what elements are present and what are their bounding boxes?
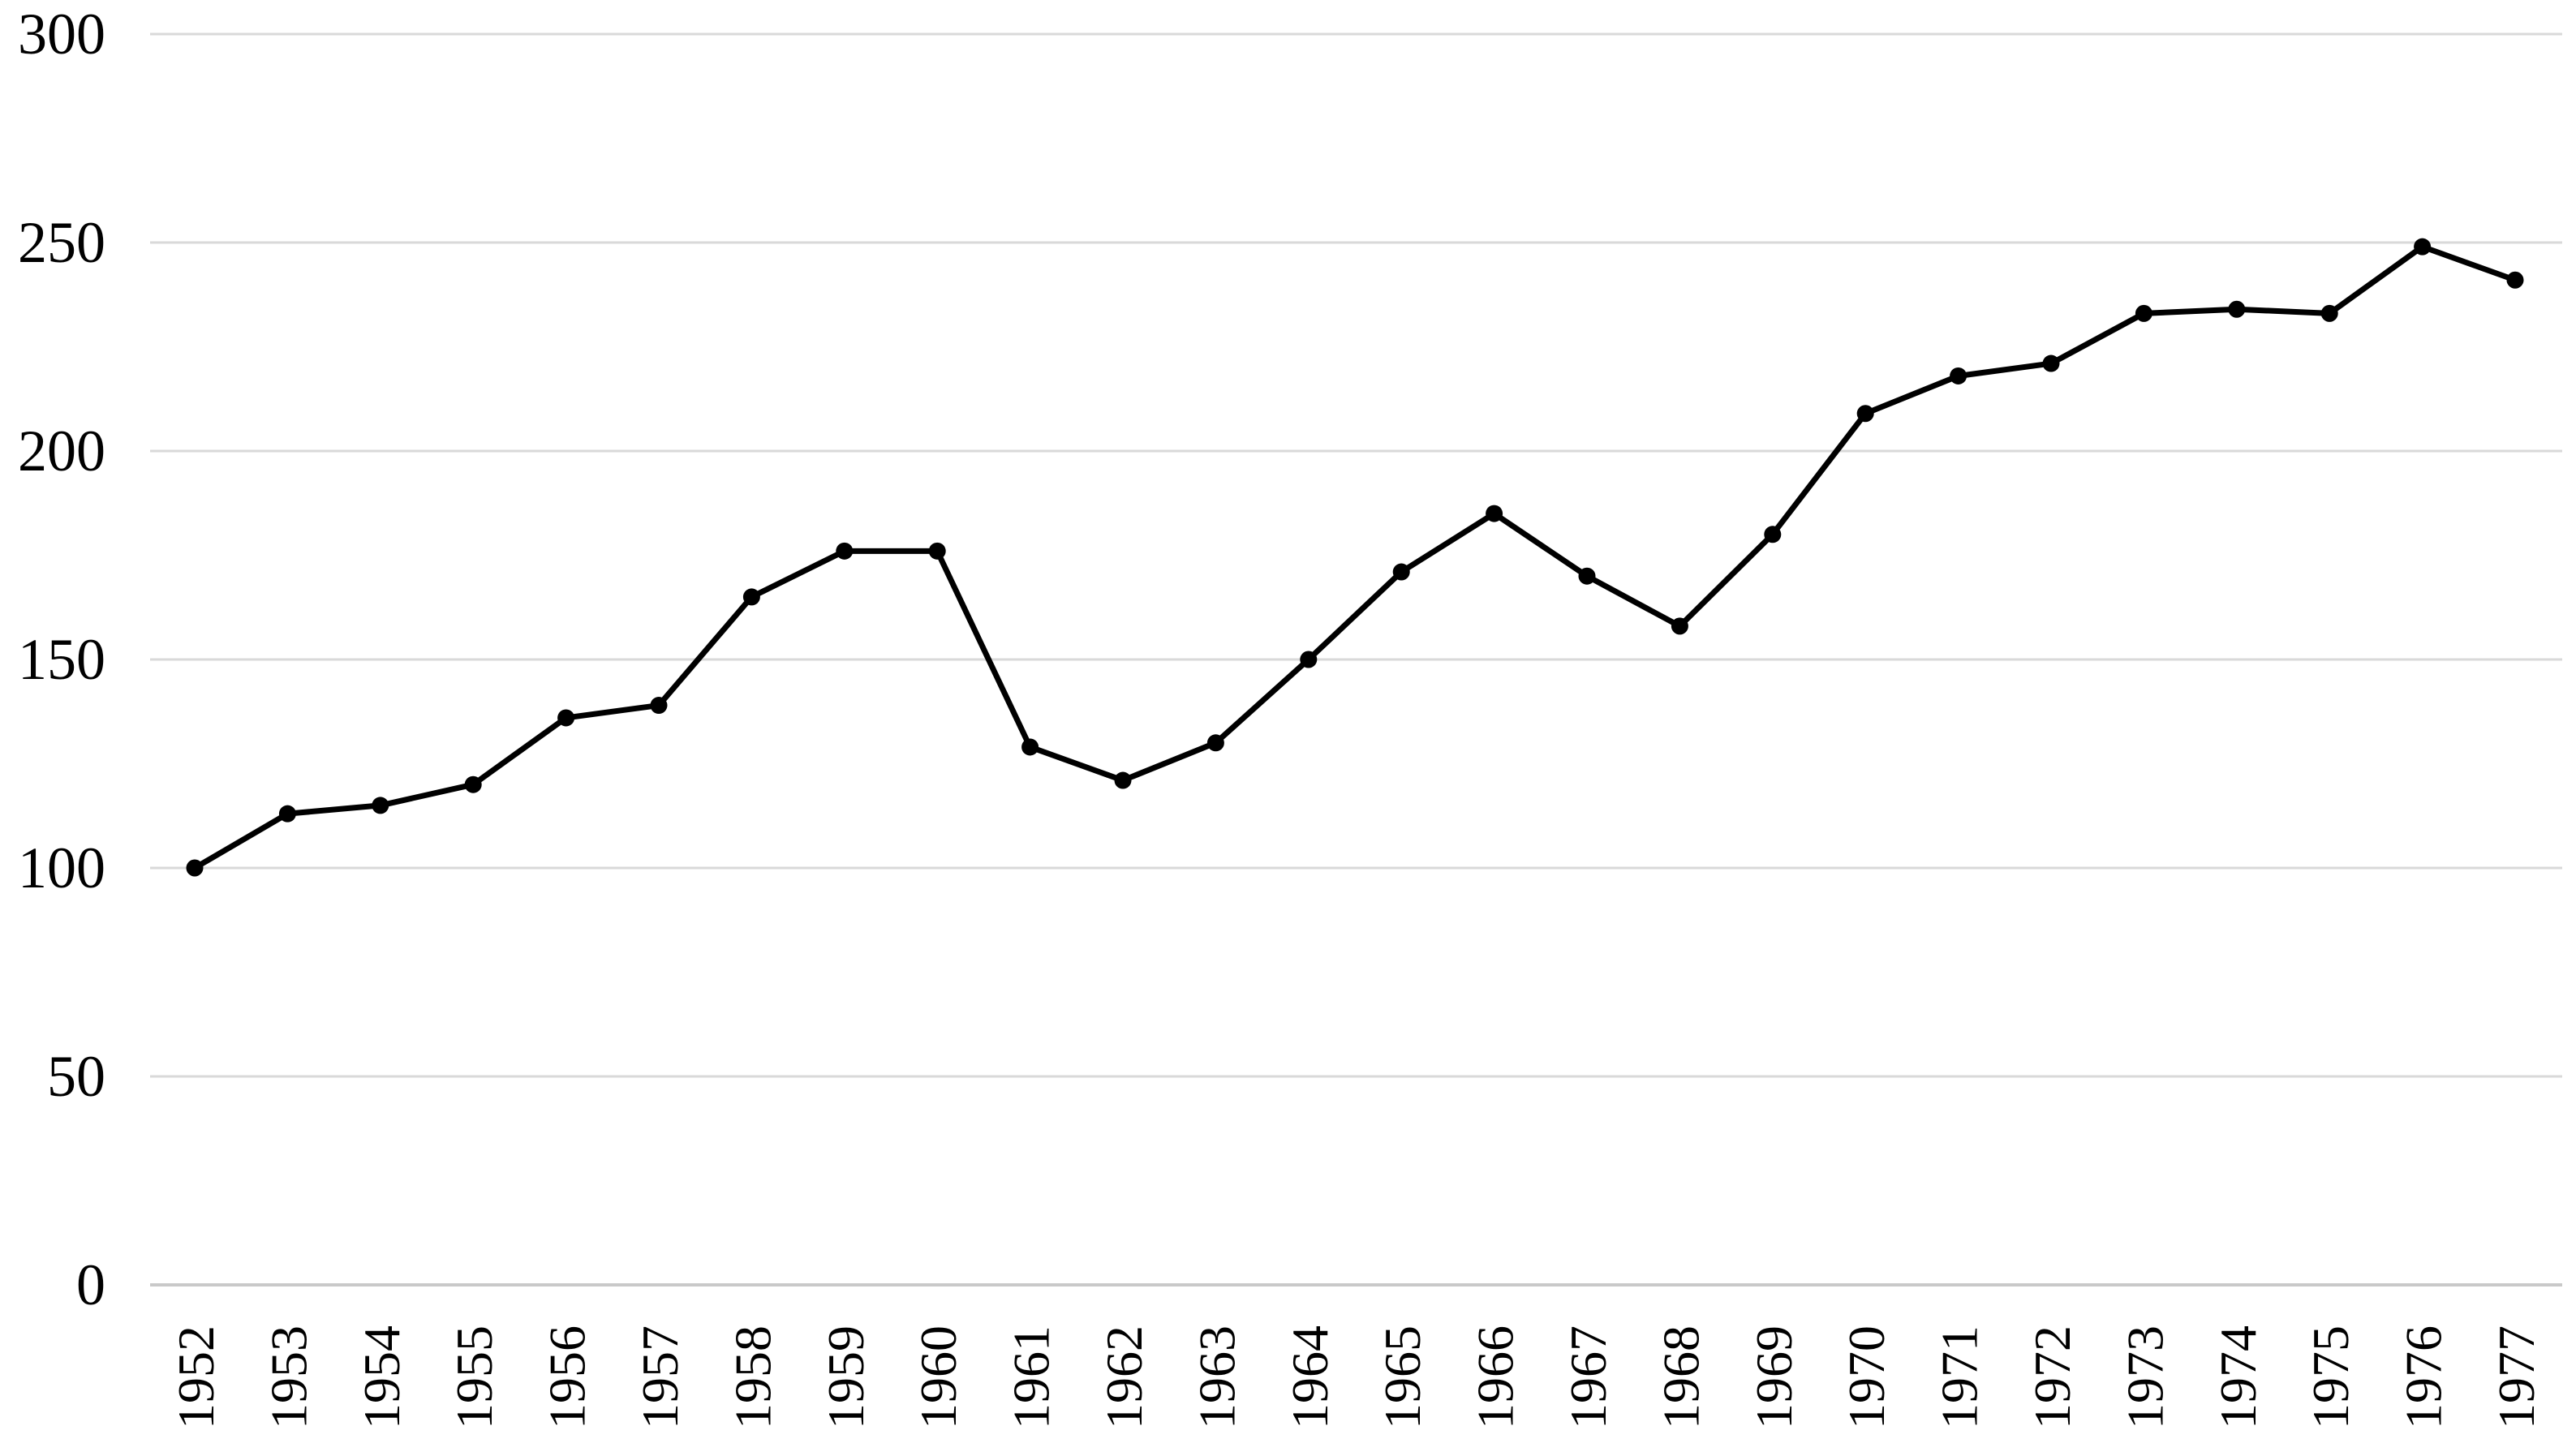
x-tick-label-1965: 1965	[1374, 1325, 1431, 1429]
y-tick-label-150: 150	[18, 627, 105, 692]
y-tick-label-250: 250	[18, 210, 105, 275]
data-point-1960	[928, 542, 946, 560]
data-series-line	[191, 243, 2518, 871]
x-tick-label-1952: 1952	[167, 1325, 225, 1429]
data-point-1966	[1486, 505, 1503, 522]
x-axis-labels-group: 1952 1953 1954 1955 1956 1957 1958 1959 1960 1961…	[167, 1325, 2545, 1429]
gridlines-group	[150, 32, 2562, 1287]
x-tick-label-1962: 1962	[1095, 1325, 1153, 1429]
x-tick-label-1953: 1953	[260, 1325, 317, 1429]
data-point-1957	[650, 697, 668, 715]
x-tick-label-1959: 1959	[817, 1325, 875, 1429]
data-point-1956	[557, 709, 575, 727]
x-tick-label-1972: 1972	[2023, 1325, 2081, 1429]
data-point-1971	[1950, 367, 1967, 384]
x-tick-label-1958: 1958	[724, 1325, 781, 1429]
data-point-1961	[1021, 738, 1039, 756]
data-point-1958	[742, 588, 760, 606]
data-point-1965	[1392, 563, 1410, 581]
data-point-1972	[2042, 354, 2060, 372]
y-tick-label-50: 50	[47, 1044, 105, 1109]
data-point-1959	[836, 542, 854, 560]
x-tick-label-1955: 1955	[445, 1325, 503, 1429]
y-axis-labels-group: 0 50 100 150 200 250 300	[18, 2, 105, 1317]
data-point-1964	[1300, 651, 1318, 668]
x-tick-label-1973: 1973	[2116, 1325, 2174, 1429]
x-tick-label-1957: 1957	[631, 1325, 689, 1429]
x-tick-label-1960: 1960	[910, 1325, 967, 1429]
x-tick-label-1971: 1971	[1931, 1325, 1989, 1429]
data-point-1968	[1671, 617, 1688, 635]
data-point-1963	[1206, 734, 1224, 752]
data-point-1953	[278, 805, 296, 823]
data-series-group	[186, 238, 2524, 877]
data-point-1955	[464, 775, 482, 793]
data-point-1975	[2320, 304, 2338, 322]
data-point-1973	[2135, 304, 2152, 322]
x-tick-label-1969: 1969	[1745, 1325, 1803, 1429]
x-tick-label-1966: 1966	[1467, 1325, 1525, 1429]
data-point-1954	[372, 797, 389, 814]
data-point-1962	[1114, 771, 1132, 789]
x-tick-label-1968: 1968	[1652, 1325, 1709, 1429]
y-tick-label-200: 200	[18, 419, 105, 483]
data-point-1976	[2414, 238, 2432, 256]
data-point-1967	[1578, 567, 1596, 585]
y-tick-label-0: 0	[76, 1252, 105, 1317]
x-tick-label-1974: 1974	[2209, 1325, 2267, 1429]
x-tick-label-1970: 1970	[1838, 1325, 1895, 1429]
data-point-1977	[2506, 271, 2524, 289]
x-tick-label-1976: 1976	[2395, 1325, 2453, 1429]
data-point-1974	[2228, 300, 2246, 318]
data-point-1970	[1856, 405, 1874, 423]
x-tick-label-1961: 1961	[1003, 1325, 1060, 1429]
x-tick-label-1954: 1954	[353, 1325, 411, 1429]
y-tick-label-300: 300	[18, 2, 105, 67]
x-tick-label-1977: 1977	[2488, 1325, 2545, 1429]
data-point-1952	[186, 859, 204, 877]
x-tick-label-1967: 1967	[1559, 1325, 1617, 1429]
x-tick-label-1963: 1963	[1188, 1325, 1245, 1429]
x-tick-label-1975: 1975	[2302, 1325, 2359, 1429]
x-tick-label-1964: 1964	[1281, 1325, 1339, 1429]
data-point-1969	[1764, 526, 1782, 543]
y-tick-label-100: 100	[18, 835, 105, 900]
x-tick-label-1956: 1956	[539, 1325, 596, 1429]
